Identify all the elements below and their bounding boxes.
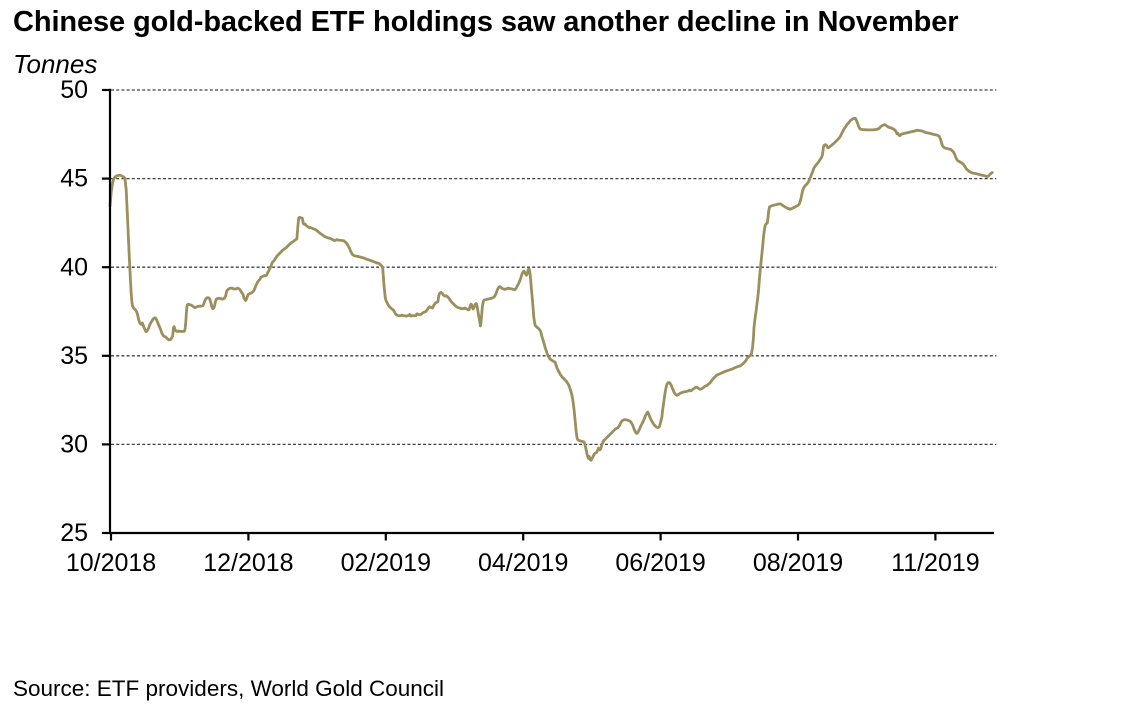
svg-text:08/2019: 08/2019 bbox=[753, 549, 843, 577]
svg-text:45: 45 bbox=[60, 165, 88, 193]
svg-text:04/2019: 04/2019 bbox=[478, 549, 568, 577]
svg-text:25: 25 bbox=[60, 519, 88, 547]
svg-text:35: 35 bbox=[60, 342, 88, 370]
svg-text:30: 30 bbox=[60, 431, 88, 459]
svg-text:12/2018: 12/2018 bbox=[203, 549, 293, 577]
svg-text:02/2019: 02/2019 bbox=[341, 549, 431, 577]
svg-text:50: 50 bbox=[60, 76, 88, 104]
svg-text:40: 40 bbox=[60, 253, 88, 281]
svg-text:10/2018: 10/2018 bbox=[66, 549, 156, 577]
svg-text:11/2019: 11/2019 bbox=[891, 549, 980, 577]
svg-text:06/2019: 06/2019 bbox=[615, 549, 705, 577]
